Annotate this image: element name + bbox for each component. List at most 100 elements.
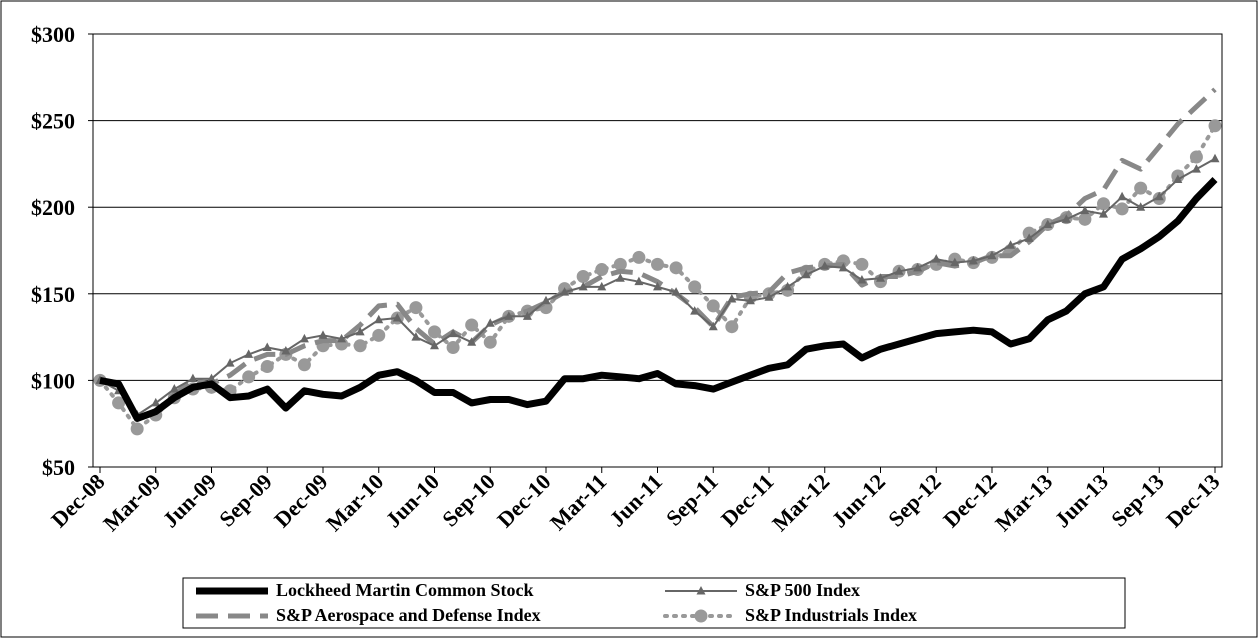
y-tick-label: $100 xyxy=(31,368,75,393)
data-point xyxy=(913,262,923,272)
x-tick-label: Dec-12 xyxy=(938,469,1001,532)
legend-box xyxy=(182,577,1126,629)
data-point xyxy=(613,257,627,271)
legend-label: Lockheed Martin Common Stock xyxy=(276,580,534,600)
data-point xyxy=(1136,202,1146,211)
data-point xyxy=(690,306,700,315)
x-tick-label: Sep-13 xyxy=(1106,469,1169,532)
data-point xyxy=(597,281,607,291)
data-point xyxy=(392,313,402,322)
data-point xyxy=(522,311,532,320)
data-point xyxy=(353,339,367,353)
legend-label: S&P Industrials Index xyxy=(745,605,917,625)
data-point xyxy=(409,301,423,315)
x-tick-label: Mar-12 xyxy=(767,469,834,536)
data-point xyxy=(1097,197,1110,211)
data-point xyxy=(465,318,479,332)
data-point xyxy=(706,299,720,313)
x-tick-label: Jun-09 xyxy=(158,469,221,532)
data-point xyxy=(1099,209,1108,218)
data-point xyxy=(318,330,328,339)
x-tick-label: Sep-11 xyxy=(661,469,723,531)
data-point xyxy=(688,280,702,294)
data-point xyxy=(968,255,978,265)
x-tick-label: Mar-11 xyxy=(545,469,611,535)
legend-label: S&P Aerospace and Defense Index xyxy=(276,605,541,625)
series-line xyxy=(99,177,1218,422)
data-point xyxy=(467,337,477,346)
x-tick-label: Jun-10 xyxy=(381,469,444,532)
data-point xyxy=(727,293,737,303)
data-point xyxy=(169,384,179,393)
data-point xyxy=(560,287,570,296)
series-line xyxy=(98,123,1217,431)
data-point xyxy=(299,333,309,343)
data-point xyxy=(374,314,384,324)
data-point xyxy=(595,263,609,277)
x-tick-label: Sep-09 xyxy=(214,469,277,532)
y-tick-label: $250 xyxy=(31,109,75,134)
data-point xyxy=(1024,233,1034,242)
data-point xyxy=(1154,191,1164,201)
y-tick-label: $150 xyxy=(31,282,75,307)
data-point xyxy=(541,295,551,305)
data-point xyxy=(987,250,997,260)
data-point xyxy=(855,257,869,271)
data-point xyxy=(578,281,588,291)
data-point xyxy=(764,292,774,301)
data-point xyxy=(783,281,793,291)
data-point xyxy=(1208,119,1222,133)
data-point xyxy=(801,269,811,279)
data-point xyxy=(1191,164,1201,173)
data-point xyxy=(708,321,718,331)
x-tick-label: Jun-13 xyxy=(1050,469,1113,532)
plot-area xyxy=(92,33,1223,468)
data-point xyxy=(876,273,885,282)
data-point xyxy=(485,318,495,327)
data-point xyxy=(632,250,646,264)
data-point xyxy=(1117,191,1127,201)
y-tick-label: $200 xyxy=(31,195,75,220)
x-tick-label: Dec-13 xyxy=(1161,469,1224,532)
y-tick-label: $300 xyxy=(31,22,75,47)
data-point xyxy=(1061,214,1071,223)
data-point xyxy=(745,295,755,305)
data-point xyxy=(1043,219,1053,229)
data-point xyxy=(372,328,386,342)
data-point xyxy=(448,328,458,338)
data-point xyxy=(1006,240,1016,249)
data-point xyxy=(428,325,441,339)
legend-label: S&P 500 Index xyxy=(745,580,860,600)
data-point xyxy=(207,373,216,383)
data-point xyxy=(446,340,460,354)
data-point xyxy=(651,257,664,271)
data-point xyxy=(355,326,365,336)
data-point xyxy=(725,320,739,334)
data-point xyxy=(262,342,272,351)
data-point xyxy=(653,281,662,291)
x-tick-label: Mar-10 xyxy=(321,469,388,536)
data-point xyxy=(297,358,311,372)
data-point xyxy=(1134,181,1148,195)
data-point xyxy=(260,360,274,374)
data-point xyxy=(1210,153,1220,163)
data-point xyxy=(1115,202,1129,216)
data-point xyxy=(820,261,830,270)
data-point xyxy=(430,340,439,350)
x-tick-label: Jun-12 xyxy=(827,469,890,532)
data-point xyxy=(857,274,867,284)
x-tick-label: Dec-10 xyxy=(492,469,555,532)
data-point xyxy=(225,358,235,367)
data-point xyxy=(112,396,126,410)
data-point xyxy=(669,261,683,275)
data-point xyxy=(244,349,254,358)
x-tick-label: Jun-11 xyxy=(604,469,667,532)
data-point xyxy=(615,273,625,282)
x-tick-label: Sep-10 xyxy=(437,469,500,532)
x-tick-label: Mar-13 xyxy=(990,469,1057,536)
data-point xyxy=(838,262,848,272)
x-tick-label: Sep-12 xyxy=(883,469,946,532)
